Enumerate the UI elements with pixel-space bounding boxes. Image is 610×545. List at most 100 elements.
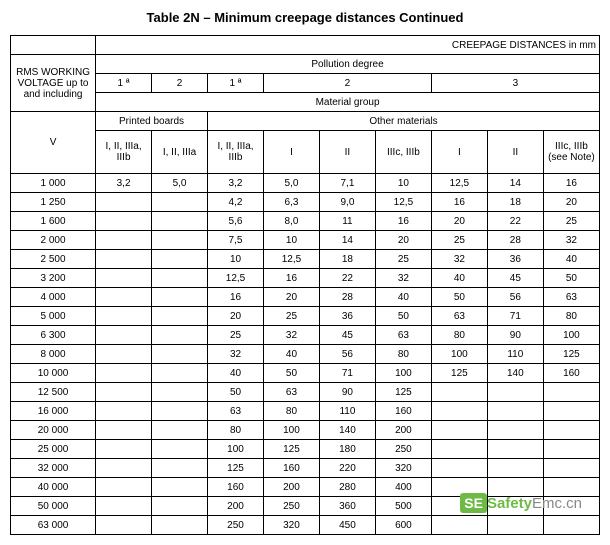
data-cell: 12,5: [208, 269, 264, 288]
header-col5: II: [319, 131, 375, 174]
voltage-cell: 10 000: [11, 364, 96, 383]
data-cell: 10: [208, 250, 264, 269]
table-row: 5 00020253650637180: [11, 307, 600, 326]
data-cell: 12,5: [431, 174, 487, 193]
table-row: 4 00016202840505663: [11, 288, 600, 307]
voltage-cell: 25 000: [11, 440, 96, 459]
data-cell: 25: [375, 250, 431, 269]
header-pd1a: 1 ª: [96, 74, 152, 93]
data-cell: 5,0: [152, 174, 208, 193]
data-cell: 12,5: [375, 193, 431, 212]
data-cell: [152, 212, 208, 231]
data-cell: 20: [208, 307, 264, 326]
data-cell: 50: [431, 288, 487, 307]
data-cell: 32: [263, 326, 319, 345]
header-pd2: 2: [152, 74, 208, 93]
data-cell: 40: [543, 250, 599, 269]
data-cell: [487, 497, 543, 516]
data-cell: 28: [319, 288, 375, 307]
data-cell: 25: [208, 326, 264, 345]
voltage-cell: 63 000: [11, 516, 96, 535]
data-cell: [431, 402, 487, 421]
data-cell: [431, 497, 487, 516]
data-cell: [487, 402, 543, 421]
data-cell: [152, 459, 208, 478]
data-cell: [152, 516, 208, 535]
table-row: 25 000100125180250: [11, 440, 600, 459]
data-cell: 40: [263, 345, 319, 364]
header-col6: IIIc, IIIb: [375, 131, 431, 174]
data-cell: 90: [487, 326, 543, 345]
data-cell: [96, 402, 152, 421]
data-cell: [543, 497, 599, 516]
data-cell: [431, 440, 487, 459]
data-cell: [152, 364, 208, 383]
table-row: 63 000250320450600: [11, 516, 600, 535]
header-col7: I: [431, 131, 487, 174]
data-cell: [152, 402, 208, 421]
data-cell: 16: [375, 212, 431, 231]
data-cell: 40: [208, 364, 264, 383]
data-cell: [543, 421, 599, 440]
header-rms: RMS WORKING VOLTAGE up to and including: [11, 55, 96, 112]
data-cell: 320: [263, 516, 319, 535]
data-cell: 5,0: [263, 174, 319, 193]
header-col2: I, II, IIIa: [152, 131, 208, 174]
data-cell: 200: [208, 497, 264, 516]
data-cell: 20: [263, 288, 319, 307]
data-cell: 500: [375, 497, 431, 516]
data-cell: 4,2: [208, 193, 264, 212]
data-cell: 450: [319, 516, 375, 535]
data-cell: [431, 459, 487, 478]
voltage-cell: 16 000: [11, 402, 96, 421]
data-cell: [96, 212, 152, 231]
data-cell: 14: [319, 231, 375, 250]
data-cell: 56: [487, 288, 543, 307]
header-other: Other materials: [208, 112, 600, 131]
data-cell: 160: [263, 459, 319, 478]
data-cell: [152, 307, 208, 326]
data-cell: 40: [431, 269, 487, 288]
table-row: 12 500506390125: [11, 383, 600, 402]
data-cell: [431, 516, 487, 535]
data-cell: 16: [543, 174, 599, 193]
data-cell: 360: [319, 497, 375, 516]
table-row: 40 000160200280400: [11, 478, 600, 497]
table-row: 32 000125160220320: [11, 459, 600, 478]
voltage-cell: 5 000: [11, 307, 96, 326]
data-cell: 100: [543, 326, 599, 345]
data-cell: 160: [208, 478, 264, 497]
header-pd2-b: 2: [263, 74, 431, 93]
table-row: 2 0007,5101420252832: [11, 231, 600, 250]
header-pollution: Pollution degree: [96, 55, 600, 74]
data-cell: [96, 421, 152, 440]
data-cell: 100: [208, 440, 264, 459]
data-cell: 32: [431, 250, 487, 269]
data-cell: 63: [263, 383, 319, 402]
header-material: Material group: [96, 93, 600, 112]
data-cell: [152, 269, 208, 288]
data-cell: [543, 440, 599, 459]
voltage-cell: 12 500: [11, 383, 96, 402]
data-cell: [96, 516, 152, 535]
data-cell: 18: [487, 193, 543, 212]
table-row: 10 000405071100125140160: [11, 364, 600, 383]
data-cell: [543, 383, 599, 402]
data-cell: 125: [431, 364, 487, 383]
data-cell: [96, 231, 152, 250]
data-cell: 25: [543, 212, 599, 231]
data-cell: 280: [319, 478, 375, 497]
data-cell: 20: [375, 231, 431, 250]
table-row: 50 000200250360500: [11, 497, 600, 516]
header-printed: Printed boards: [96, 112, 208, 131]
data-cell: [487, 440, 543, 459]
data-cell: [152, 440, 208, 459]
data-cell: [543, 516, 599, 535]
data-cell: 110: [487, 345, 543, 364]
data-cell: 14: [487, 174, 543, 193]
table-row: 6 300253245638090100: [11, 326, 600, 345]
data-cell: 180: [319, 440, 375, 459]
data-cell: 250: [208, 516, 264, 535]
data-cell: [96, 269, 152, 288]
data-cell: 80: [208, 421, 264, 440]
